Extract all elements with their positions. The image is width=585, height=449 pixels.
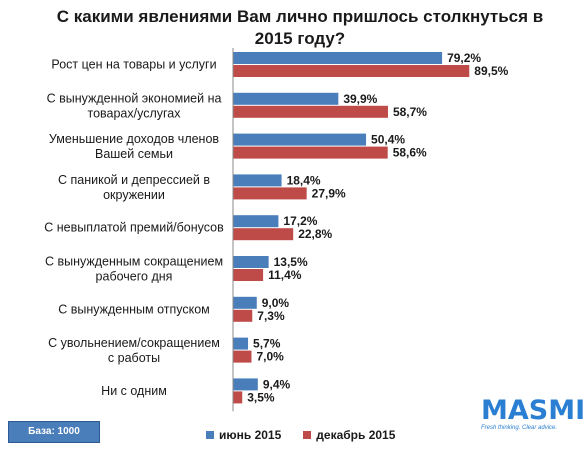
data-label: 11,4% — [268, 268, 302, 282]
category-label: С вынужденным отпуском — [58, 302, 210, 316]
data-label: 89,5% — [474, 64, 508, 78]
legend-item-december: декабрь 2015 — [303, 428, 395, 442]
data-label: 58,7% — [393, 105, 427, 119]
bar-june-2015 — [233, 256, 269, 268]
category-label: С паникой и депрессией в окружении — [58, 173, 210, 202]
data-label: 50,4% — [371, 133, 405, 147]
data-label: 18,4% — [287, 173, 321, 187]
data-label: 27,9% — [312, 186, 346, 200]
bar-december-2015 — [233, 391, 243, 404]
legend-label-december: декабрь 2015 — [316, 428, 396, 442]
category-label: Ни с одним — [101, 384, 167, 398]
bar-june-2015 — [233, 378, 258, 391]
bar-december-2015 — [233, 269, 264, 281]
category-labels: Рост цен на товары и услуги С вынужденной… — [44, 58, 224, 398]
bar-december-2015 — [233, 65, 470, 77]
category-label: Рост цен на товары и услуги — [51, 58, 216, 72]
bar-june-2015 — [233, 174, 282, 187]
bar-december-2015 — [233, 105, 388, 118]
bar-june-2015 — [233, 52, 443, 64]
legend-label-june: июнь 2015 — [219, 428, 282, 442]
chart-title: С какими явлениями Вам лично пришлось ст… — [56, 7, 544, 48]
bar-december-2015 — [233, 350, 252, 363]
value-labels: 79,2%89,5% 39,9% 58,7% 50,4%58,6% 18,4%27,9%… — [247, 51, 508, 404]
logo-wordmark: MASMI — [481, 395, 585, 426]
bar-chart: Рост цен на товары и услуги С вынужденной… — [44, 48, 509, 412]
data-label: 5,7% — [253, 337, 281, 351]
data-label: 3,5% — [247, 390, 275, 404]
legend-item-june: июнь 2015 — [206, 428, 281, 442]
bar-december-2015 — [233, 187, 307, 200]
category-label: С невыплатой премий/бонусов — [44, 221, 224, 235]
bar-june-2015 — [233, 215, 279, 228]
category-label: Уменьшение доходов членов Вашей семьи — [49, 132, 219, 161]
data-label: 22,8% — [298, 227, 332, 241]
bar-june-2015 — [233, 133, 367, 146]
sample-size-badge: База: 1000 — [8, 421, 100, 443]
category-label: С увольнением/сокращением с работы — [48, 336, 220, 365]
bar-june-2015 — [233, 337, 249, 350]
data-label: 39,9% — [343, 92, 377, 106]
data-label: 17,2% — [283, 214, 317, 228]
data-label: 7,3% — [257, 309, 285, 323]
bar-june-2015 — [233, 92, 339, 105]
category-label: С вынужденной экономией на товарах/услуга… — [47, 91, 222, 120]
data-label: 9,4% — [263, 377, 291, 391]
masmi-logo: MASMI Fresh thinking. Clear advice. — [481, 395, 585, 432]
bar-december-2015 — [233, 146, 388, 159]
bar-june-2015 — [233, 296, 257, 309]
logo-tagline: Fresh thinking. Clear advice. — [481, 425, 558, 431]
bars — [233, 52, 470, 404]
bar-december-2015 — [233, 309, 253, 322]
legend-swatch-december — [303, 431, 312, 439]
legend: июнь 2015 декабрь 2015 — [206, 428, 395, 442]
data-label: 79,2% — [447, 51, 481, 65]
legend-swatch-june — [206, 431, 214, 439]
bar-december-2015 — [233, 228, 294, 241]
data-label: 13,5% — [274, 255, 308, 269]
data-label: 9,0% — [262, 296, 290, 310]
data-label: 58,6% — [393, 146, 427, 160]
data-label: 7,0% — [256, 350, 284, 364]
category-label: С вынужденным сокращением рабочего дня — [45, 255, 223, 284]
